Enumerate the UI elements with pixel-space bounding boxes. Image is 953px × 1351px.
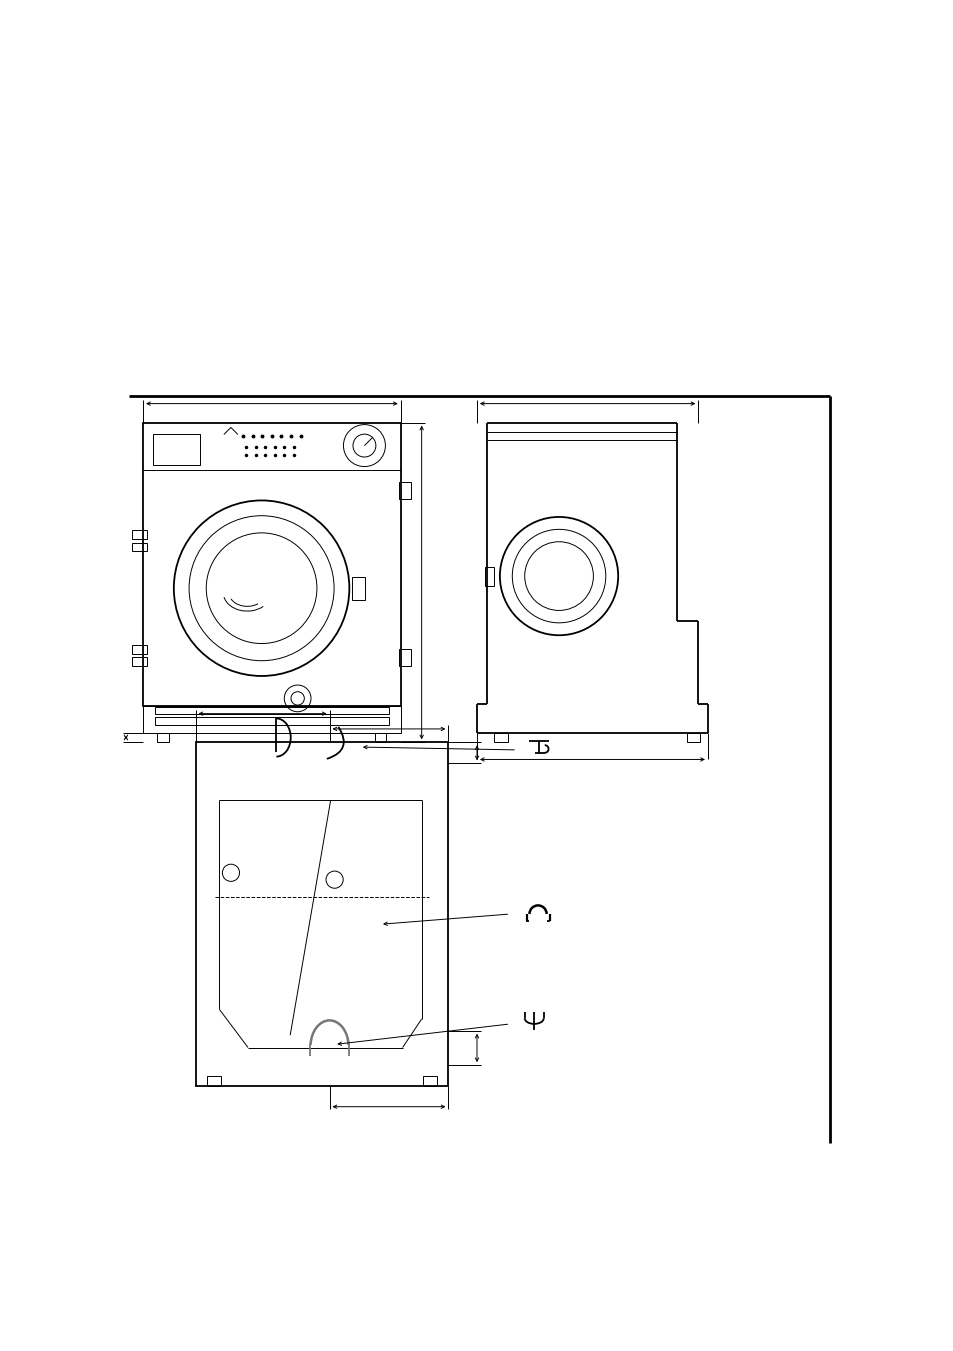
Bar bbox=[143, 707, 400, 732]
Bar bbox=[132, 658, 147, 666]
Bar bbox=[398, 648, 411, 666]
Bar bbox=[422, 1077, 436, 1086]
Bar bbox=[484, 566, 494, 585]
Bar bbox=[157, 732, 169, 742]
Bar bbox=[375, 732, 386, 742]
Bar bbox=[132, 543, 147, 551]
Bar bbox=[132, 644, 147, 654]
Bar bbox=[154, 707, 389, 713]
Bar bbox=[154, 716, 389, 725]
Bar bbox=[195, 742, 448, 1086]
Bar bbox=[352, 577, 364, 600]
Bar bbox=[207, 1077, 221, 1086]
Bar bbox=[686, 732, 700, 742]
Bar bbox=[398, 482, 411, 499]
Bar bbox=[132, 531, 147, 539]
Bar bbox=[152, 434, 200, 465]
Bar bbox=[143, 423, 400, 707]
Bar bbox=[494, 732, 507, 742]
